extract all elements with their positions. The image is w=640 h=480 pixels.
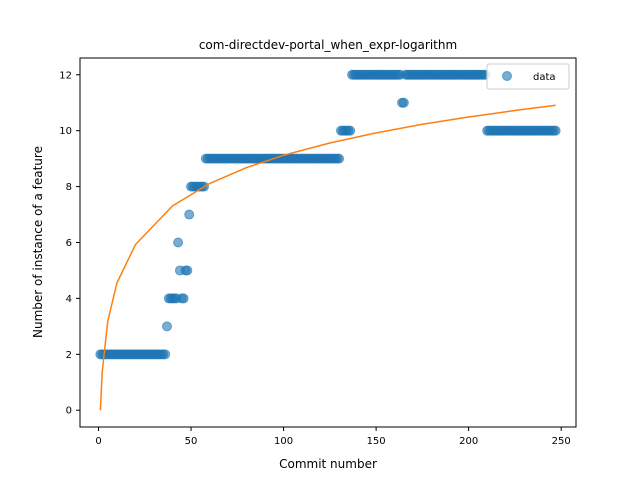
- y-tick-label: 2: [66, 350, 72, 361]
- y-tick-label: 12: [59, 70, 72, 81]
- data-point: [184, 209, 195, 220]
- x-tick-label: 50: [185, 436, 198, 447]
- fit-curve: [99, 104, 556, 411]
- y-tick-label: 10: [59, 126, 72, 137]
- x-tick-label: 100: [274, 436, 293, 447]
- data-point: [182, 265, 193, 276]
- y-tick-label: 8: [66, 182, 72, 193]
- x-axis-label: Commit number: [279, 457, 377, 471]
- y-tick-label: 6: [66, 238, 72, 249]
- data-point: [398, 97, 409, 108]
- legend-label-data: data: [533, 72, 556, 83]
- data-point: [178, 293, 189, 304]
- x-tick-label: 0: [95, 436, 101, 447]
- x-tick-label: 250: [552, 436, 571, 447]
- legend-box: [486, 63, 570, 90]
- data-point: [345, 125, 356, 136]
- y-axis-label: Number of instance of a feature: [31, 146, 45, 338]
- x-axis: 0 50 100 150 200 250: [95, 427, 571, 447]
- data-point: [334, 153, 345, 164]
- y-tick-label: 0: [66, 406, 72, 417]
- data-point: [550, 125, 561, 136]
- y-axis: 0 2 4 6 8 10 12: [59, 70, 80, 417]
- plot-area: [95, 69, 561, 411]
- data-point: [160, 349, 171, 360]
- chart-title: com-directdev-portal_when_expr-logarithm: [199, 38, 457, 52]
- data-point: [161, 321, 172, 332]
- legend: data: [486, 63, 570, 90]
- y-tick-label: 4: [66, 294, 72, 305]
- x-tick-label: 200: [459, 436, 478, 447]
- data-point: [173, 237, 184, 248]
- legend-marker-data: [502, 71, 512, 81]
- data-series: [95, 69, 561, 360]
- x-tick-label: 150: [367, 436, 386, 447]
